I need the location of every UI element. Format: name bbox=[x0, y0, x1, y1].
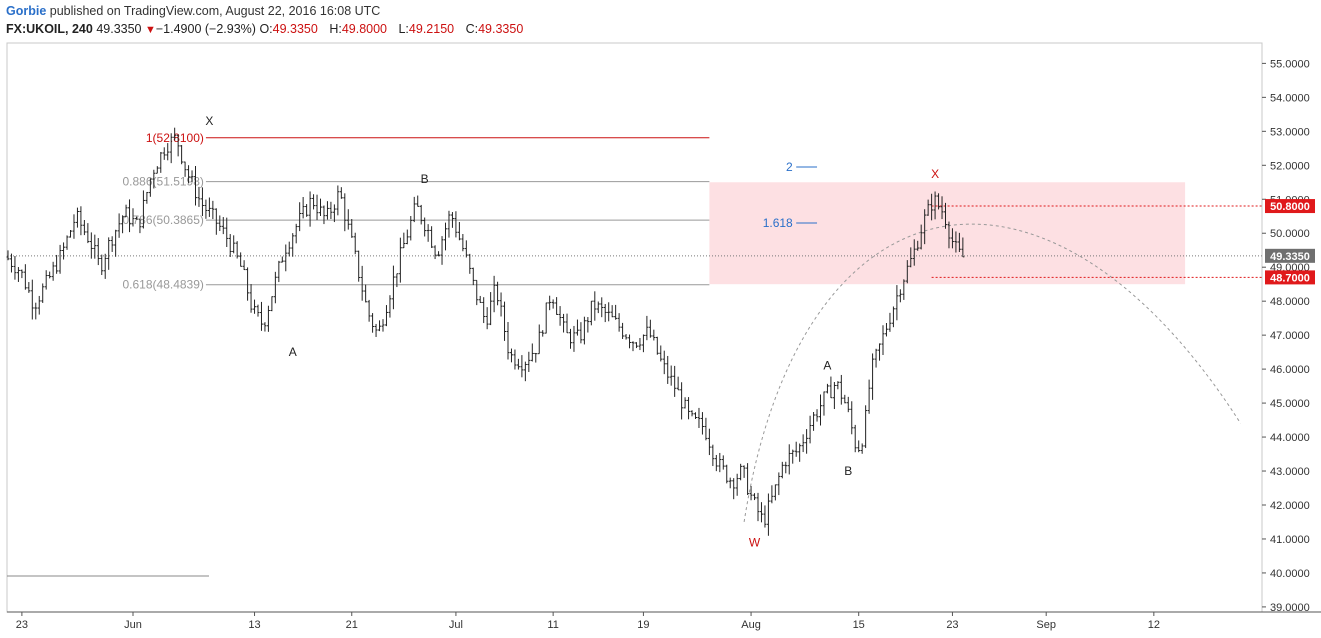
close-value: 49.3350 bbox=[478, 22, 524, 36]
wave-label: X bbox=[931, 167, 939, 181]
last-price: 49.3350 bbox=[96, 22, 142, 36]
y-tick-label: 46.0000 bbox=[1270, 364, 1310, 376]
x-tick-label: 19 bbox=[637, 619, 649, 631]
y-tick-label: 45.0000 bbox=[1270, 398, 1310, 410]
wave-label: X bbox=[205, 114, 213, 128]
y-tick-label: 53.0000 bbox=[1270, 126, 1310, 138]
down-triangle-icon: ▼ bbox=[144, 24, 156, 36]
x-tick-label: Sep bbox=[1036, 619, 1056, 631]
y-tick-label: 47.0000 bbox=[1270, 330, 1310, 342]
open-value: 49.3350 bbox=[272, 22, 318, 36]
price-box-label: 49.3350 bbox=[1270, 251, 1310, 263]
price-change: −1.4900 (−2.93%) bbox=[155, 22, 256, 36]
y-tick-label: 43.0000 bbox=[1270, 466, 1310, 478]
x-tick-label: Jul bbox=[449, 619, 463, 631]
fib-label: 0.618(48.4839) bbox=[123, 278, 204, 292]
extension-label: 2 bbox=[786, 160, 793, 174]
x-tick-label: 11 bbox=[547, 619, 558, 631]
price-box bbox=[1265, 248, 1315, 263]
wave-label: A bbox=[823, 359, 831, 373]
x-tick-label: 23 bbox=[16, 619, 28, 631]
high-value: 49.8000 bbox=[341, 22, 387, 36]
y-tick-label: 42.0000 bbox=[1270, 500, 1310, 512]
low-value: 49.2150 bbox=[408, 22, 455, 36]
high-label: H: bbox=[329, 22, 342, 36]
open-label: O: bbox=[259, 22, 273, 36]
target-zone bbox=[709, 182, 1186, 285]
extension-label: 1.618 bbox=[763, 216, 793, 230]
wave-label: B bbox=[421, 172, 429, 186]
publish-info: Gorbie published on TradingView.com, Aug… bbox=[6, 4, 380, 18]
y-tick-label: 54.0000 bbox=[1270, 92, 1310, 104]
x-tick-label: 13 bbox=[248, 619, 260, 631]
symbol-name[interactable]: FX:UKOIL, 240 bbox=[6, 22, 93, 36]
price-box-label: 50.8000 bbox=[1270, 201, 1310, 213]
wave-label: W bbox=[749, 535, 761, 549]
low-label: L: bbox=[398, 22, 409, 36]
wave-label: A bbox=[289, 345, 297, 359]
y-tick-label: 44.0000 bbox=[1270, 432, 1310, 444]
x-tick-label: Aug bbox=[741, 619, 761, 631]
y-tick-label: 55.0000 bbox=[1270, 58, 1310, 70]
y-tick-label: 40.0000 bbox=[1270, 568, 1310, 580]
x-tick-label: Jun bbox=[124, 619, 142, 631]
plot-frame bbox=[6, 42, 1263, 613]
x-tick-label: 12 bbox=[1148, 619, 1160, 631]
x-tick-label: 21 bbox=[346, 619, 358, 631]
price-box bbox=[1265, 199, 1315, 214]
x-tick-label: 15 bbox=[853, 619, 865, 631]
y-tick-label: 52.0000 bbox=[1270, 160, 1310, 172]
published-text: published on TradingView.com, August 22,… bbox=[49, 4, 381, 18]
y-tick-label: 41.0000 bbox=[1270, 534, 1310, 546]
fib-label: 0.786(50.3865) bbox=[123, 213, 204, 227]
author-link[interactable]: Gorbie bbox=[6, 4, 47, 18]
x-tick-label: 23 bbox=[946, 619, 958, 631]
wave-label: B bbox=[844, 464, 852, 478]
price-box bbox=[1265, 270, 1315, 285]
y-tick-label: 39.0000 bbox=[1270, 602, 1310, 614]
y-tick-label: 48.0000 bbox=[1270, 296, 1310, 308]
y-tick-label: 50.0000 bbox=[1270, 228, 1310, 240]
close-label: C: bbox=[465, 22, 479, 36]
fib-label: 0.886(51.5198) bbox=[123, 175, 204, 189]
projection-arc bbox=[743, 223, 1242, 523]
symbol-legend: FX:UKOIL, 240 49.3350 ▼−1.4900 (−2.93%) … bbox=[6, 22, 523, 36]
price-box-label: 48.7000 bbox=[1270, 272, 1310, 284]
